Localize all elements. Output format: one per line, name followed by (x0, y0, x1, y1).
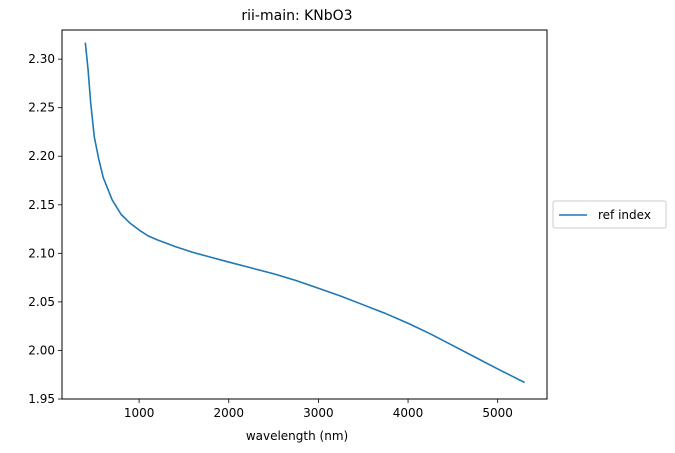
x-tick-label: 5000 (482, 406, 513, 420)
chart-title: rii-main: KNbO3 (241, 8, 352, 24)
x-tick-label: 4000 (393, 406, 424, 420)
legend: ref index (552, 200, 667, 229)
series-line-ref-index (84, 42, 525, 384)
y-tick-label: 2.25 (28, 101, 55, 115)
x-axis: 1000 2000 3000 4000 5000 (124, 399, 513, 420)
y-tick-label: 2.05 (28, 295, 55, 309)
y-tick-label: 1.95 (28, 392, 55, 406)
y-tick-label: 2.10 (28, 246, 55, 260)
plot-frame (61, 29, 548, 400)
legend-box (552, 200, 667, 229)
y-axis: 1.95 2.00 2.05 2.10 2.15 2.20 2.25 2.30 (28, 52, 62, 406)
y-tick-label: 2.20 (28, 149, 55, 163)
y-tick-label: 2.00 (28, 343, 55, 357)
legend-label: ref index (598, 208, 651, 222)
x-tick-label: 2000 (213, 406, 244, 420)
plot-area (84, 42, 525, 384)
y-tick-label: 2.30 (28, 52, 55, 66)
y-tick-label: 2.15 (28, 198, 55, 212)
x-tick-label: 1000 (124, 406, 155, 420)
x-axis-label: wavelength (nm) (246, 429, 348, 443)
x-tick-label: 3000 (303, 406, 334, 420)
